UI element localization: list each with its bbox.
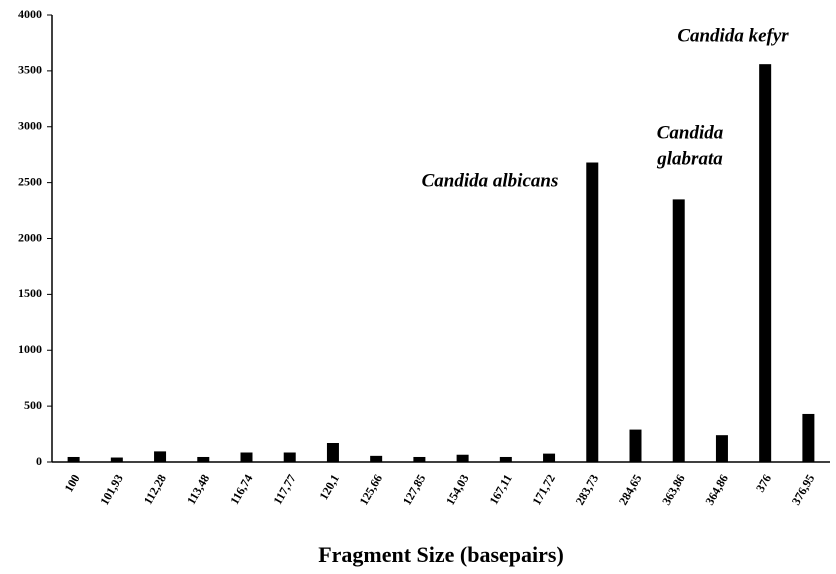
- bar: [67, 456, 80, 462]
- y-tick-label: 4000: [18, 7, 42, 21]
- y-tick-label: 1500: [18, 286, 42, 300]
- bar: [629, 429, 642, 462]
- x-tick-label: 125,66: [357, 472, 386, 508]
- x-tick-label: 376,95: [789, 472, 818, 508]
- bar: [197, 456, 210, 462]
- bar: [802, 413, 815, 462]
- x-tick-label: 363,86: [659, 472, 688, 508]
- bar: [413, 456, 426, 462]
- annotation: glabrata: [656, 148, 723, 169]
- bar: [456, 454, 469, 462]
- x-tick-label: 112,28: [141, 472, 169, 507]
- bar: [370, 455, 383, 462]
- y-tick-label: 2500: [18, 174, 42, 188]
- x-tick-label: 127,85: [400, 472, 429, 508]
- x-tick-label: 284,65: [616, 472, 645, 508]
- y-tick-label: 3000: [18, 119, 42, 133]
- y-tick-label: 2000: [18, 230, 42, 244]
- bar: [715, 435, 728, 462]
- bar: [499, 456, 512, 462]
- bar: [283, 452, 296, 462]
- annotation: Candida: [657, 122, 724, 143]
- y-tick-label: 1000: [18, 342, 42, 356]
- bar: [586, 162, 599, 462]
- x-tick-label: 364,86: [702, 472, 731, 508]
- x-tick-label: 283,73: [573, 472, 602, 508]
- x-tick-label: 376: [753, 472, 774, 495]
- x-tick-label: 154,03: [443, 472, 472, 508]
- x-tick-label: 116,74: [227, 472, 255, 507]
- annotation: Candida kefyr: [677, 25, 789, 46]
- y-tick-label: 500: [24, 398, 42, 412]
- bar: [672, 199, 685, 462]
- bar: [240, 452, 253, 462]
- bar: [543, 453, 556, 462]
- y-tick-label: 0: [36, 454, 42, 468]
- x-tick-label: 101,93: [97, 472, 126, 508]
- x-tick-label: 167,11: [487, 472, 515, 507]
- annotation: Candida albicans: [422, 170, 559, 191]
- bar: [759, 64, 772, 463]
- bar: [154, 451, 167, 462]
- x-axis-title: Fragment Size (basepairs): [318, 542, 564, 567]
- x-tick-label: 120,1: [316, 472, 342, 502]
- x-tick-label: 117,77: [270, 472, 298, 507]
- x-tick-label: 171,72: [529, 472, 558, 508]
- bar: [110, 457, 123, 462]
- y-tick-label: 3500: [18, 63, 42, 77]
- x-tick-label: 113,48: [184, 472, 212, 507]
- x-tick-label: 100: [61, 472, 82, 495]
- bar: [326, 443, 339, 462]
